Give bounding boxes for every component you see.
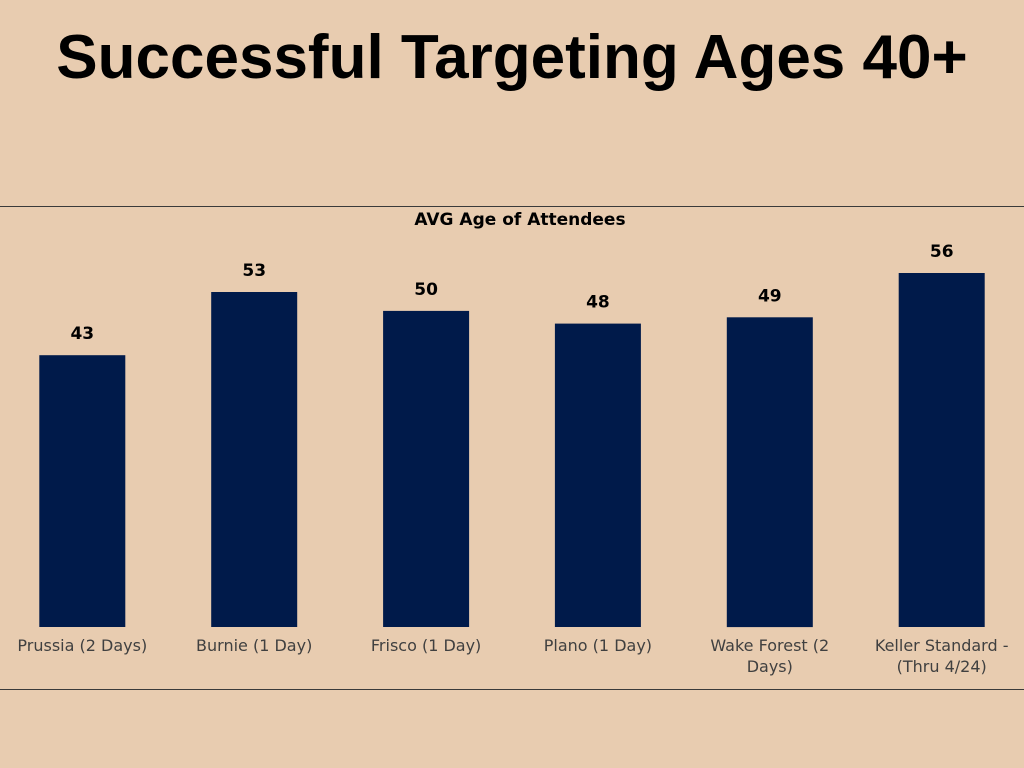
bar-3 <box>383 310 470 627</box>
category-label-1: Prussia (2 Days) <box>17 636 147 655</box>
chart-title: AVG Age of Attendees <box>414 210 625 230</box>
category-label-4: Plano (1 Day) <box>544 636 652 655</box>
bar-1 <box>39 355 126 627</box>
chart-frame: AVG Age of Attendees 43 53 50 48 49 56 Prussi… <box>0 206 1024 690</box>
bar-4 <box>554 323 641 627</box>
category-label-2: Burnie (1 Day) <box>196 636 312 655</box>
value-labels-layer: 43 53 50 48 49 56 <box>70 242 953 344</box>
slide-title: Successful Targeting Ages 40+ <box>56 23 968 92</box>
value-label-6: 56 <box>930 242 954 262</box>
category-label-5: Wake Forest (2 Days) <box>710 636 829 676</box>
value-label-1: 43 <box>70 324 94 344</box>
bars-layer <box>39 273 985 628</box>
bar-chart: AVG Age of Attendees 43 53 50 48 49 56 Prussi… <box>17 210 1008 676</box>
bar-6 <box>898 273 985 627</box>
category-label-6: Keller Standard -(Thru 4/24) <box>875 636 1009 676</box>
category-labels-layer: Prussia (2 Days) Burnie (1 Day) Frisco (1 … <box>17 636 1008 676</box>
value-label-2: 53 <box>242 261 266 281</box>
category-label-3: Frisco (1 Day) <box>371 636 481 655</box>
value-label-3: 50 <box>414 280 438 300</box>
value-label-5: 49 <box>758 286 782 306</box>
bar-2 <box>211 292 298 627</box>
value-label-4: 48 <box>586 293 610 313</box>
bar-5 <box>726 317 813 628</box>
